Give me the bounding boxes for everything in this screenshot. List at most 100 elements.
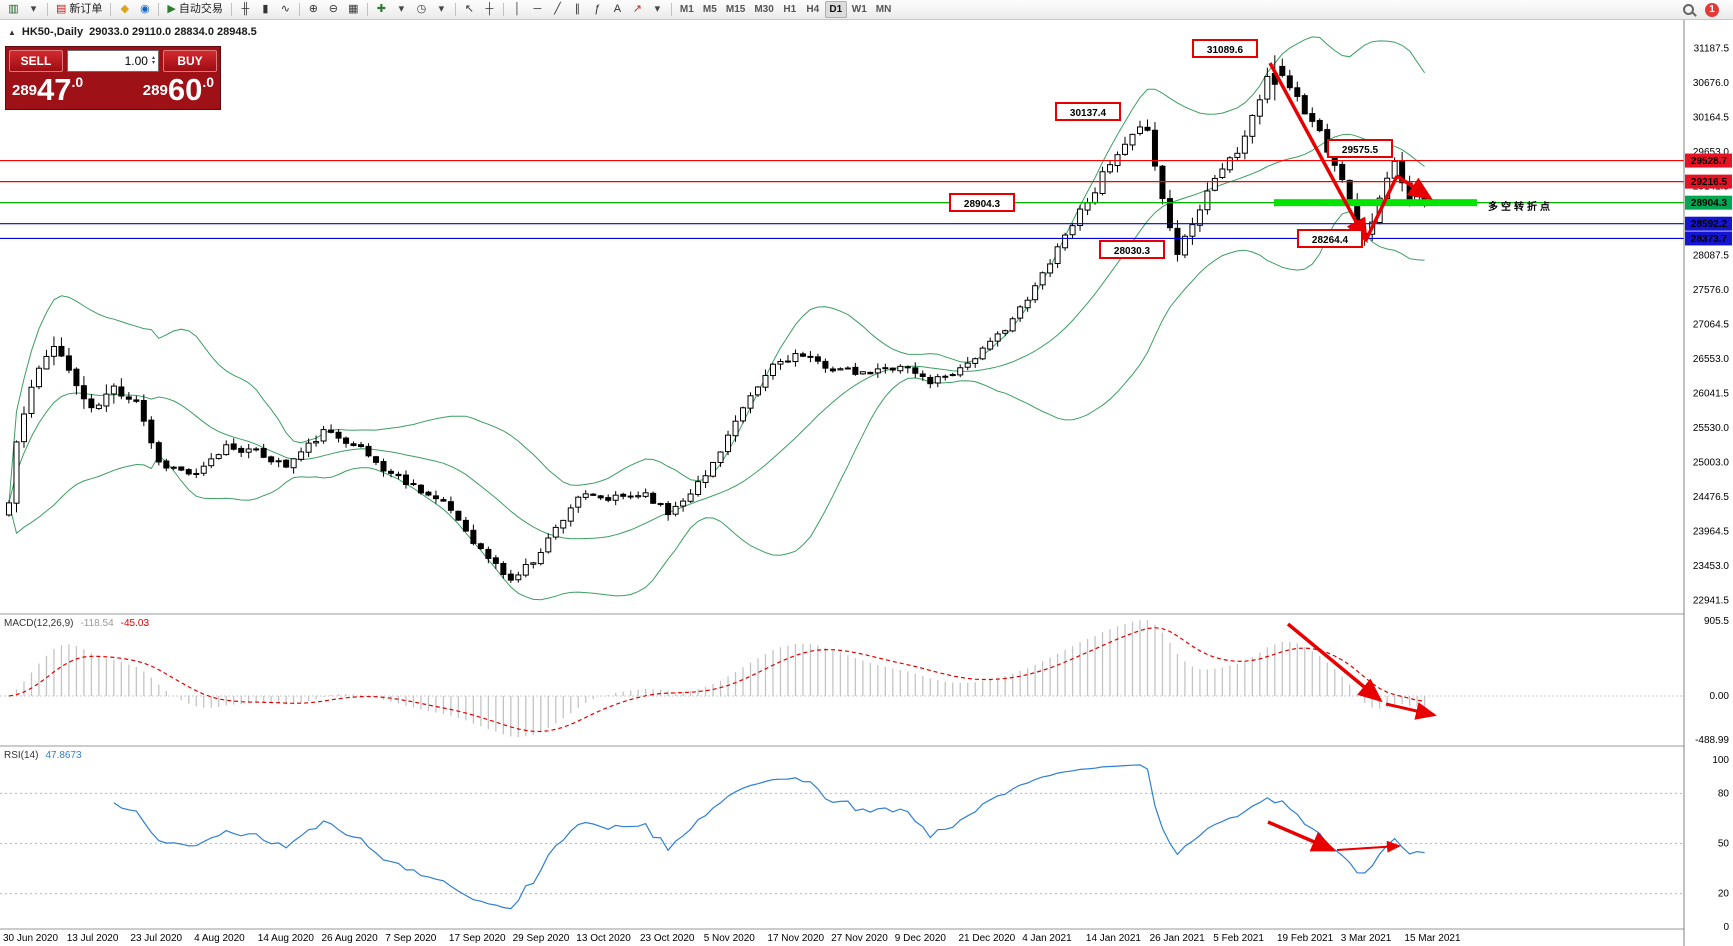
trendline-icon: ╱ xyxy=(554,3,561,15)
equidistant-channel-button[interactable]: ∥ xyxy=(568,1,587,18)
macd-histogram xyxy=(15,620,1426,738)
svg-text:30137.4: 30137.4 xyxy=(1070,108,1107,119)
indicators-icon: ▾ xyxy=(398,3,405,15)
svg-text:28904.3: 28904.3 xyxy=(1691,198,1728,209)
volume-spinner[interactable]: ▴ ▾ xyxy=(151,55,155,66)
volume-value[interactable]: 1.00 xyxy=(124,54,148,68)
support-zone-line[interactable] xyxy=(1274,199,1477,207)
sell-price-prefix: 289 xyxy=(12,82,38,99)
timeframe-m30-button[interactable]: M30 xyxy=(750,1,777,18)
price-axis[interactable] xyxy=(1684,20,1733,946)
depth-of-market-button[interactable]: ◉ xyxy=(135,1,154,18)
toolbar-separator xyxy=(298,3,300,16)
volume-decrease-icon[interactable]: ▾ xyxy=(151,60,155,66)
sell-price[interactable]: 289 47.0 xyxy=(12,74,83,105)
one-click-panel-toggle-icon[interactable]: ▲ xyxy=(8,27,16,37)
toolbar-separator xyxy=(670,3,672,16)
price-annotation[interactable]: 28030.3 xyxy=(1099,240,1165,259)
objects-dropdown[interactable]: ▾ xyxy=(648,1,667,18)
zoom-out-button[interactable]: ⊖ xyxy=(324,1,343,18)
svg-text:29528.7: 29528.7 xyxy=(1691,156,1728,167)
macd-trend-arrow[interactable] xyxy=(1385,702,1437,720)
rsi-axis-label: 80 xyxy=(1718,788,1730,799)
date-axis-label: 23 Jul 2020 xyxy=(130,933,182,944)
timeframe-m5-button[interactable]: M5 xyxy=(699,1,721,18)
rsi-trend-arrow[interactable] xyxy=(1267,820,1337,852)
crosshair-button[interactable]: ┼ xyxy=(480,1,499,18)
timeframe-mn-button[interactable]: MN xyxy=(872,1,896,18)
price-tag: 29216.5 xyxy=(1685,174,1732,189)
favorites-icon: ◆ xyxy=(120,3,130,15)
objects-icon: ▾ xyxy=(654,3,661,15)
date-axis-label: 17 Sep 2020 xyxy=(449,933,506,944)
svg-text:29575.5: 29575.5 xyxy=(1342,145,1379,156)
svg-text:28030.3: 28030.3 xyxy=(1114,246,1151,257)
tile-windows-button[interactable]: ▦ xyxy=(344,1,363,18)
toolbar-separator xyxy=(366,3,368,16)
price-tick-label: 29653.0 xyxy=(1693,147,1730,158)
volume-increase-icon[interactable]: ▴ xyxy=(151,55,155,61)
sell-price-suffix: .0 xyxy=(71,74,84,90)
search-icon[interactable] xyxy=(1683,4,1694,15)
vertical-line-button[interactable]: │ xyxy=(508,1,527,18)
indicators-dropdown[interactable]: ▾ xyxy=(392,1,411,18)
trend-arrow[interactable] xyxy=(1364,175,1399,241)
arrows-button[interactable]: ↗ xyxy=(628,1,647,18)
svg-text:28264.4: 28264.4 xyxy=(1312,235,1349,246)
timeframe-w1-button[interactable]: W1 xyxy=(848,1,871,18)
trend-arrow[interactable] xyxy=(1268,62,1368,244)
fibonacci-button[interactable]: ƒ xyxy=(588,1,607,18)
new-order-button-label: 新订单 xyxy=(69,3,103,15)
trend-arrow[interactable] xyxy=(1396,174,1433,200)
macd-trend-arrow[interactable] xyxy=(1286,622,1383,703)
trendline-button[interactable]: ╱ xyxy=(548,1,567,18)
zoom-out-icon: ⊖ xyxy=(328,3,338,15)
timeframe-m15-button[interactable]: M15 xyxy=(722,1,749,18)
timeframe-h1-button[interactable]: H1 xyxy=(779,1,801,18)
timeframe-m1-button[interactable]: M1 xyxy=(676,1,698,18)
sell-button[interactable]: SELL xyxy=(9,50,63,72)
indicators-button[interactable]: ✚ xyxy=(372,1,391,18)
new-chart-button[interactable]: ▥ xyxy=(4,1,23,18)
horizontal-line-button[interactable]: ─ xyxy=(528,1,547,18)
depth-of-market-icon: ◉ xyxy=(140,3,150,15)
cursor-button[interactable]: ↖ xyxy=(460,1,479,18)
rsi-trend-arrow[interactable] xyxy=(1336,840,1401,853)
buy-price[interactable]: 289 60.0 xyxy=(143,74,214,105)
new-order-button[interactable]: ▤ 新订单 xyxy=(52,1,106,18)
bar-chart-button[interactable]: ╫ xyxy=(236,1,255,18)
candlestick-chart-button[interactable]: ▮ xyxy=(256,1,275,18)
price-annotation[interactable]: 31089.6 xyxy=(1192,39,1258,58)
toolbar-separator xyxy=(230,3,232,16)
line-chart-button[interactable]: ∿ xyxy=(276,1,295,18)
price-annotation[interactable]: 30137.4 xyxy=(1055,102,1121,121)
buy-button[interactable]: BUY xyxy=(163,50,217,72)
macd-signal-line xyxy=(8,627,1425,733)
favorites-button[interactable]: ◆ xyxy=(115,1,134,18)
price-annotation[interactable]: 28904.3 xyxy=(949,193,1015,212)
timeframe-h4-button[interactable]: H4 xyxy=(802,1,824,18)
templates-dropdown[interactable]: ▾ xyxy=(432,1,451,18)
svg-text:28904.3: 28904.3 xyxy=(964,199,1001,210)
price-tick-label: 26041.5 xyxy=(1693,389,1730,400)
price-tick-label: 25003.0 xyxy=(1693,458,1730,469)
date-axis-label: 5 Feb 2021 xyxy=(1213,933,1264,944)
rsi-axis-label: 0 xyxy=(1723,922,1729,933)
price-annotation[interactable]: 28264.4 xyxy=(1297,229,1363,248)
macd-label: MACD(12,26,9) -118.54 -45.03 xyxy=(4,618,149,629)
timeframe-d1-button[interactable]: D1 xyxy=(824,1,847,18)
autotrading-button[interactable]: ▶ 自动交易 xyxy=(163,1,226,18)
horizontal-line-icon: ─ xyxy=(533,3,542,15)
chart-title-row: ▲ HK50-,Daily 29033.0 29110.0 28834.0 28… xyxy=(8,26,257,38)
rsi-line xyxy=(113,764,1425,910)
zoom-in-button[interactable]: ⊕ xyxy=(304,1,323,18)
price-annotation[interactable]: 29575.5 xyxy=(1327,139,1393,158)
notification-badge[interactable]: 1 xyxy=(1705,2,1719,17)
volume-input[interactable]: 1.00 ▴ ▾ xyxy=(67,50,159,72)
one-click-trading-panel: SELL 1.00 ▴ ▾ BUY 289 47.0 289 60.0 xyxy=(5,46,221,110)
chart-profiles-dropdown[interactable]: ▾ xyxy=(24,1,43,18)
text-button[interactable]: A xyxy=(608,1,627,18)
period-button[interactable]: ◷ xyxy=(412,1,431,18)
